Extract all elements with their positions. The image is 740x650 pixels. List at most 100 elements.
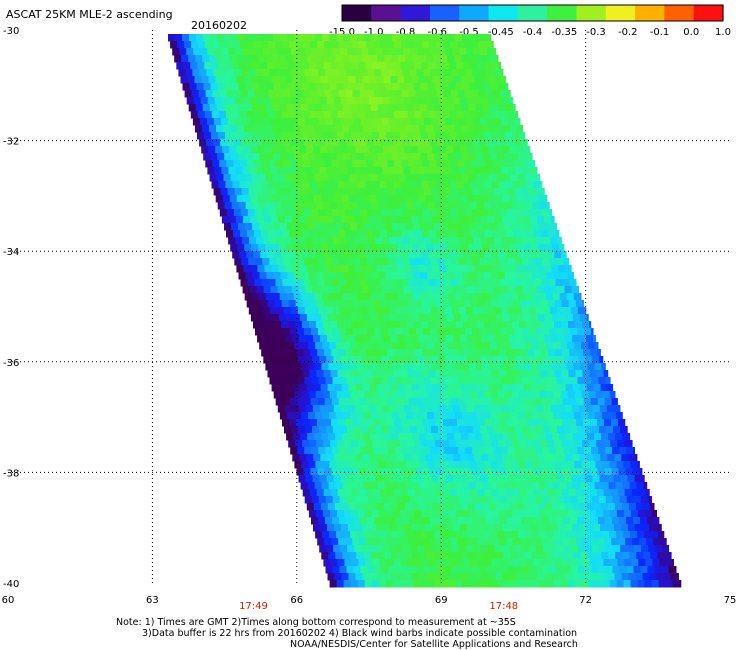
swath-cell [540, 489, 549, 497]
swath-cell [250, 195, 259, 203]
swath-cell [602, 531, 610, 539]
swath-cell [490, 391, 499, 399]
swath-cell [617, 559, 625, 567]
swath-cell [563, 566, 571, 574]
swath-cell [301, 461, 309, 469]
swath-cell [358, 321, 366, 329]
swath-cell [267, 300, 276, 308]
swath-cell [432, 265, 440, 273]
swath-cell [324, 160, 332, 168]
swath-cell [347, 475, 355, 483]
swath-cell [545, 244, 553, 252]
swath-cell [441, 461, 449, 469]
swath-cell [367, 258, 375, 266]
swath-cell [200, 48, 208, 56]
swath-cell [243, 76, 251, 84]
swath-cell [565, 265, 572, 273]
swath-cell [370, 125, 378, 133]
swath-cell [453, 146, 461, 154]
swath-cell [356, 552, 364, 560]
swath-cell [554, 251, 562, 259]
swath-cell [354, 356, 362, 364]
swath-cell [470, 62, 478, 70]
swath-cell [440, 412, 449, 420]
swath-cell [365, 251, 373, 259]
swath-cell [443, 468, 451, 476]
swath-cell [330, 300, 339, 308]
swath-cell [418, 503, 427, 511]
swath-cell [535, 307, 544, 315]
swath-cell [448, 83, 456, 91]
swath-cell [604, 398, 613, 406]
swath-cell [322, 461, 330, 469]
swath-cell [418, 195, 427, 203]
swath-cell [306, 384, 315, 392]
swath-cell [404, 384, 413, 392]
swath-cell [463, 300, 472, 308]
swath-cell [452, 405, 461, 413]
swath-cell [417, 426, 425, 434]
swath-cell [453, 335, 461, 343]
swath-cell [442, 370, 450, 378]
swath-cell [456, 111, 465, 119]
swath-cell [572, 335, 580, 343]
swath-cell [394, 41, 402, 49]
swath-cell [533, 489, 542, 497]
swath-cell [581, 342, 589, 350]
swath-cell [434, 34, 442, 42]
swath-cell [322, 531, 330, 539]
swath-cell [443, 230, 451, 238]
swath-cell [202, 125, 210, 133]
swath-cell [355, 314, 364, 322]
swath-cell [640, 517, 648, 525]
swath-cell [373, 419, 381, 427]
swath-cell [531, 482, 540, 490]
colorbar: -15.0 -1.0 -0.8 -0.6 -0.5 -0.45 -0.4 -0.35 -0.3-… [329, 4, 731, 38]
swath-cell [622, 482, 631, 490]
swath-cell [516, 195, 525, 203]
swath-cell [312, 167, 320, 175]
swath-cell [277, 167, 285, 175]
colorbar-swatch [635, 5, 665, 21]
swath-cell [487, 405, 496, 413]
swath-cell [558, 314, 567, 322]
swath-cell [349, 482, 358, 490]
swath-cell [532, 391, 541, 399]
swath-cell [320, 265, 328, 273]
swath-cell [494, 167, 502, 175]
swath-cell [328, 433, 336, 441]
swath-cell [394, 349, 402, 357]
swath-cell [383, 454, 391, 462]
swath-cell [339, 377, 347, 385]
swath-cell [423, 118, 432, 126]
swath-cell [559, 552, 567, 560]
swath-cell [516, 335, 524, 343]
swath-cell [417, 286, 426, 294]
swath-cell [542, 328, 550, 336]
swath-cell [488, 195, 497, 203]
swath-cell [595, 461, 603, 469]
swath-cell [248, 118, 257, 126]
swath-cell [510, 433, 518, 441]
swath-cell [312, 216, 321, 224]
swath-cell [458, 188, 467, 196]
swath-cell [366, 230, 374, 238]
swath-cell [411, 195, 420, 203]
swath-cell [379, 370, 387, 378]
swath-cell [610, 489, 619, 497]
swath-cell [378, 202, 387, 210]
swath-cell [587, 433, 595, 441]
swath-cell [586, 335, 594, 343]
swath-cell [516, 503, 525, 511]
swath-cell [229, 146, 237, 154]
swath-cell [401, 90, 410, 98]
colorbar-swatch [400, 5, 431, 21]
swath-cell [569, 398, 578, 406]
swath-cell [513, 419, 521, 427]
swath-cell [340, 48, 348, 56]
swath-cell [609, 391, 616, 399]
swath-cell [578, 405, 587, 413]
swath-cell [478, 398, 487, 406]
swath-cell [213, 139, 221, 147]
swath-cell [575, 370, 583, 378]
